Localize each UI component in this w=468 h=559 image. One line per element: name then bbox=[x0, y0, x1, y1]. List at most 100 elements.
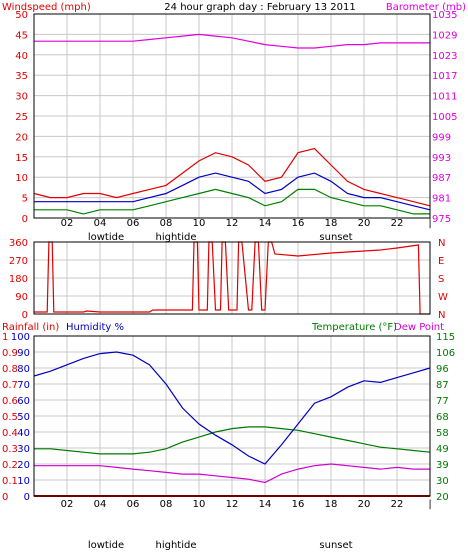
humidity-axis-label: Humidity % bbox=[66, 322, 124, 333]
compass-tick-label: E bbox=[438, 256, 444, 267]
temperature-tick-label: 77 bbox=[436, 396, 449, 407]
x-tick-label: 12 bbox=[226, 218, 239, 229]
barometer-tick-label: 1017 bbox=[432, 71, 457, 82]
rainfall-tick-label: 0.9 bbox=[2, 348, 18, 359]
rainfall-tick-label: 0.3 bbox=[2, 444, 18, 455]
humidity-tick-label: 60 bbox=[17, 396, 30, 407]
compass-tick-label: N bbox=[438, 238, 445, 249]
barometer-tick-label: 987 bbox=[432, 173, 451, 184]
panel-frames bbox=[33, 13, 431, 497]
temperature-tick-label: 87 bbox=[436, 380, 449, 391]
windspeed-tick-label: 20 bbox=[15, 132, 28, 143]
humidity-tick-label: 100 bbox=[11, 332, 30, 343]
temperature-tick-label: 96 bbox=[436, 364, 449, 375]
humidity-line bbox=[33, 351, 431, 465]
x-tick-label: 04 bbox=[94, 218, 107, 229]
direction-tick-label: 360 bbox=[9, 238, 28, 249]
x-tick-label: 22 bbox=[391, 218, 404, 229]
rainfall-tick-label: 0.4 bbox=[2, 428, 18, 439]
temperature-tick-label: 20 bbox=[436, 492, 449, 503]
humidity-tick-label: 70 bbox=[17, 380, 30, 391]
x-tick-label: 10 bbox=[193, 218, 206, 229]
x-tick-label: 14 bbox=[259, 218, 272, 229]
barometer-tick-label: 1023 bbox=[432, 51, 457, 62]
rainfall-axis-label: Rainfall (in) bbox=[2, 322, 59, 333]
x-tick-label: 08 bbox=[160, 218, 173, 229]
dewpoint-line bbox=[34, 463, 430, 484]
windspeed-tick-label: 25 bbox=[15, 112, 28, 123]
series-layer bbox=[33, 33, 431, 497]
windspeed-low-line bbox=[34, 188, 430, 215]
rainfall-tick-label: 0.8 bbox=[2, 364, 18, 375]
compass-tick-label: N bbox=[438, 310, 445, 321]
barometer-tick-label: 999 bbox=[432, 132, 451, 143]
barometer-tick-label: 1005 bbox=[432, 112, 457, 123]
temperature-tick-label: 49 bbox=[436, 444, 449, 455]
windspeed-tick-label: 15 bbox=[15, 153, 28, 164]
x-tick-label: 04 bbox=[94, 499, 107, 510]
x-tick-label: 02 bbox=[61, 499, 74, 510]
panel-frame bbox=[33, 335, 431, 497]
temperature-tick-label: 30 bbox=[436, 476, 449, 487]
barometer-tick-label: 993 bbox=[432, 153, 451, 164]
barometer-tick-label: 1029 bbox=[432, 30, 457, 41]
x-tick-label: 18 bbox=[325, 499, 338, 510]
x-tick-label: 06 bbox=[127, 499, 140, 510]
hightide-marker: hightide bbox=[155, 232, 196, 243]
temperature-tick-label: 115 bbox=[436, 332, 455, 343]
x-tick-label: | bbox=[428, 218, 431, 229]
chart-title: 24 hour graph day : February 13 2011 bbox=[164, 2, 355, 13]
temperature-tick-label: 39 bbox=[436, 460, 449, 471]
humidity-tick-label: 10 bbox=[17, 476, 30, 487]
temperature-tick-label: 106 bbox=[436, 348, 455, 359]
lowtide-marker-bottom: lowtide bbox=[88, 540, 124, 551]
windspeed-tick-label: 40 bbox=[15, 51, 28, 62]
humidity-tick-label: 0 bbox=[24, 492, 30, 503]
temperature-line bbox=[34, 426, 431, 455]
windspeed-tick-label: 10 bbox=[15, 173, 28, 184]
rainfall-tick-label: 0.7 bbox=[2, 380, 18, 391]
x-tick-label: 18 bbox=[325, 218, 338, 229]
rainfall-tick-label: 0.2 bbox=[2, 460, 18, 471]
windspeed-tick-label: 0 bbox=[22, 214, 28, 225]
barometer-line bbox=[34, 33, 430, 49]
x-tick-label: 16 bbox=[292, 218, 305, 229]
compass-tick-label: W bbox=[438, 292, 448, 303]
hightide-marker-bottom: hightide bbox=[155, 540, 196, 551]
humidity-tick-label: 30 bbox=[17, 444, 30, 455]
barometer-tick-label: 1035 bbox=[432, 10, 457, 21]
temperature-axis-label: Temperature (°F) bbox=[311, 322, 397, 333]
x-tick-label: 02 bbox=[61, 218, 74, 229]
rainfall-tick-label: 1 bbox=[2, 332, 8, 343]
x-tick-label: | bbox=[428, 499, 431, 510]
rainfall-tick-label: 0.1 bbox=[2, 476, 18, 487]
dewpoint-axis-label: Dew Point bbox=[394, 322, 444, 333]
panel-frame bbox=[33, 13, 431, 219]
x-tick-label: 10 bbox=[193, 499, 206, 510]
panel-frame bbox=[33, 241, 431, 315]
humidity-tick-label: 90 bbox=[17, 348, 30, 359]
sunset-marker: sunset bbox=[319, 232, 352, 243]
barometer-axis-label: Barometer (mb) bbox=[386, 2, 466, 13]
windspeed-tick-label: 45 bbox=[15, 30, 28, 41]
direction-tick-label: 0 bbox=[22, 310, 28, 321]
windspeed-avg-line bbox=[34, 172, 431, 211]
x-tick-label: 12 bbox=[226, 499, 239, 510]
humidity-tick-label: 20 bbox=[17, 460, 30, 471]
barometer-tick-label: 981 bbox=[432, 194, 451, 205]
rainfall-tick-label: 0.6 bbox=[2, 396, 18, 407]
x-tick-label: 20 bbox=[358, 499, 371, 510]
windspeed-tick-label: 30 bbox=[15, 92, 28, 103]
humidity-tick-label: 80 bbox=[17, 364, 30, 375]
compass-tick-label: S bbox=[438, 274, 444, 285]
humidity-tick-label: 40 bbox=[17, 428, 30, 439]
x-tick-label: 14 bbox=[259, 499, 272, 510]
windspeed-tick-label: 5 bbox=[22, 194, 28, 205]
rainfall-tick-label: 0.5 bbox=[2, 412, 18, 423]
rainfall-tick-label: 0 bbox=[2, 492, 8, 503]
direction-tick-label: 270 bbox=[9, 256, 28, 267]
humidity-tick-label: 50 bbox=[17, 412, 30, 423]
direction-tick-label: 90 bbox=[15, 292, 28, 303]
sunset-marker-bottom: sunset bbox=[319, 540, 352, 551]
